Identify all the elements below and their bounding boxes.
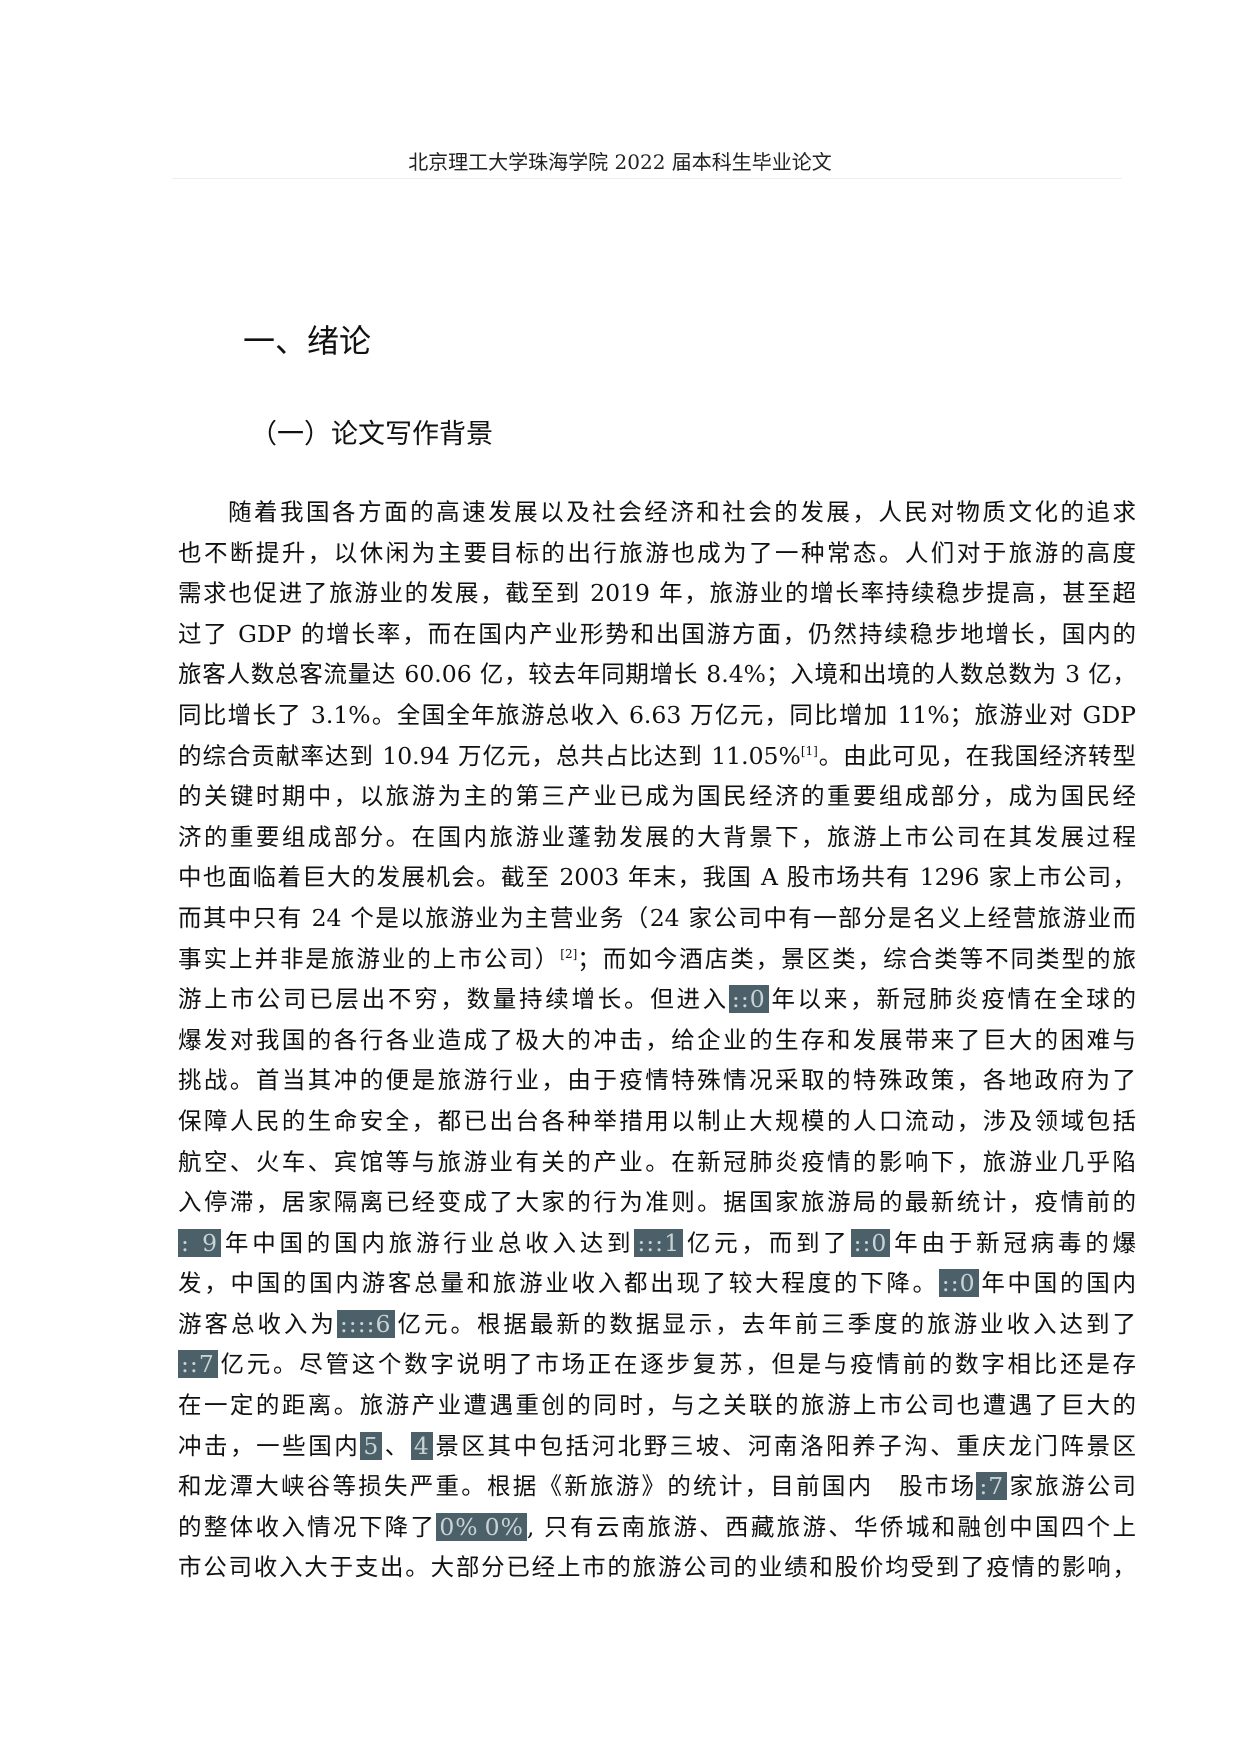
text-run: , 只有云南旅游、西藏旅游、华侨城和融创中国四个上 [526, 1512, 1137, 1541]
text-run: 旅客人数总客流量达 60.06 亿，较去年同期增长 8.4%；入境和出境的人数总… [178, 660, 1136, 689]
text-line: 游客总收入为::::6 亿元。根据最新的数据显示，去年前三季度的旅游业收入达到了 [178, 1304, 1136, 1345]
redacted-number: 4 [410, 1431, 433, 1460]
redacted-number: ::7 [178, 1350, 218, 1379]
text-run: 航空、火车、宾馆等与旅游业有关的产业。在新冠肺炎疫情的影响下，旅游业几乎陷 [178, 1147, 1136, 1176]
text-line: 的关键时期中，以旅游为主的第三产业已成为国民经济的重要组成部分，成为国民经 [178, 776, 1136, 817]
text-line: 和龙潭大峡谷等损失严重。根据《新旅游》的统计，目前国内 股市场:7 家旅游公司 [178, 1466, 1136, 1507]
text-line: 也不断提升，以休闲为主要目标的出行旅游也成为了一种常态。人们对于旅游的高度 [178, 533, 1136, 574]
text-run: 过了 GDP 的增长率，而在国内产业形势和出国游方面，仍然持续稳步地增长，国内的 [178, 619, 1136, 648]
text-run: 也不断提升，以休闲为主要目标的出行旅游也成为了一种常态。人们对于旅游的高度 [178, 538, 1136, 567]
redacted-number: :::1 [634, 1228, 684, 1257]
text-run: 亿元。根据最新的数据显示，去年前三季度的旅游业收入达到了 [394, 1309, 1137, 1338]
redacted-number: :7 [976, 1472, 1008, 1501]
text-run: 在一定的距离。旅游产业遭遇重创的同时，与之关联的旅游上市公司也遭遇了巨大的 [178, 1391, 1136, 1420]
text-run: 的关键时期中，以旅游为主的第三产业已成为国民经济的重要组成部分，成为国民经 [178, 782, 1136, 811]
text-run: 年中国的国内 [978, 1269, 1136, 1298]
text-run: 。由此可见，在我国经济转型 [817, 741, 1137, 770]
redacted-number: 0% [481, 1512, 527, 1541]
text-run: 冲击，一些国内 [178, 1431, 361, 1460]
body-paragraph: 随着我国各方面的高速发展以及社会经济和社会的发展，人民对物质文化的追求也不断提升… [178, 492, 1136, 1588]
text-run: 入停滞，居家隔离已经变成了大家的行为准则。据国家旅游局的最新统计，疫情前的 [178, 1188, 1136, 1217]
text-line: 冲击，一些国内 5、 4 景区其中包括河北野三坡、河南洛阳养子沟、重庆龙门阵景区 [178, 1426, 1136, 1467]
text-run: 同比增长了 3.1%。全国全年旅游总收入 6.63 万亿元，同比增加 11%；旅… [178, 700, 1136, 729]
redacted-number: ::0 [938, 1269, 979, 1298]
redacted-number: 0% [436, 1512, 482, 1541]
text-run: 的综合贡献率达到 10.94 万亿元，总共占比达到 11.05% [178, 741, 801, 770]
text-line: 挑战。首当其冲的便是旅游行业，由于疫情特殊情况采取的特殊政策，各地政府为了 [178, 1060, 1136, 1101]
text-line: 需求也促进了旅游业的发展，截至到 2019 年，旅游业的增长率持续稳步提高，甚至… [178, 573, 1136, 614]
text-line: 同比增长了 3.1%。全国全年旅游总收入 6.63 万亿元，同比增加 11%；旅… [178, 695, 1136, 736]
text-line: 航空、火车、宾馆等与旅游业有关的产业。在新冠肺炎疫情的影响下，旅游业几乎陷 [178, 1142, 1136, 1183]
text-line: 发，中国的国内游客总量和旅游业收入都出现了较大程度的下降。::0 年中国的国内 [178, 1263, 1136, 1304]
text-run: 市公司收入大于支出。大部分已经上市的旅游公司的业绩和股价均受到了疫情的影响， [178, 1553, 1136, 1582]
text-run: 事实上并非是旅游业的上市公司） [178, 944, 561, 973]
text-line: 旅客人数总客流量达 60.06 亿，较去年同期增长 8.4%；入境和出境的人数总… [178, 654, 1136, 695]
text-line: 市公司收入大于支出。大部分已经上市的旅游公司的业绩和股价均受到了疫情的影响， [178, 1547, 1136, 1588]
text-line: : 9 年中国的国内旅游行业总收入达到:::1 亿元，而到了::0 年由于新冠病毒的爆 [178, 1223, 1136, 1264]
text-run: 需求也促进了旅游业的发展，截至到 2019 年，旅游业的增长率持续稳步提高，甚至… [178, 579, 1136, 608]
redacted-number: 5 [360, 1431, 383, 1460]
citation-superscript: [2] [560, 946, 578, 961]
text-run: 中也面临着巨大的发展机会。截至 2003 年末，我国 A 股市场共有 1296 … [178, 863, 1136, 892]
text-run: 的整体收入情况下降了 [178, 1512, 437, 1541]
text-line: ::7 亿元。尽管这个数字说明了市场正在逐步复苏，但是与疫情前的数字相比还是存 [178, 1344, 1136, 1385]
chapter-heading: 一、绪论 [243, 322, 372, 360]
text-run: 而其中只有 24 个是以旅游业为主营业务（24 家公司中有一部分是名义上经营旅游… [178, 903, 1136, 932]
text-run: 家旅游公司 [1007, 1472, 1137, 1501]
redacted-number: ::0 [728, 985, 769, 1014]
redacted-number: ::0 [850, 1228, 891, 1257]
citation-superscript: [1] [800, 743, 818, 758]
text-line: 中也面临着巨大的发展机会。截至 2003 年末，我国 A 股市场共有 1296 … [178, 857, 1136, 898]
text-line: 保障人民的生命安全，都已出台各种举措用以制止大规模的人口流动，涉及领域包括 [178, 1101, 1136, 1142]
text-run: 年以来，新冠肺炎疫情在全球的 [768, 985, 1136, 1014]
text-run: 爆发对我国的各行各业造成了极大的冲击，给企业的生存和发展带来了巨大的困难与 [178, 1025, 1136, 1054]
text-line: 济的重要组成部分。在国内旅游业蓬勃发展的大背景下，旅游上市公司在其发展过程 [178, 817, 1136, 858]
text-run: 亿元，而到了 [683, 1228, 851, 1257]
text-line: 而其中只有 24 个是以旅游业为主营业务（24 家公司中有一部分是名义上经营旅游… [178, 898, 1136, 939]
text-run: 保障人民的生命安全，都已出台各种举措用以制止大规模的人口流动，涉及领域包括 [178, 1106, 1136, 1135]
text-run: 济的重要组成部分。在国内旅游业蓬勃发展的大背景下，旅游上市公司在其发展过程 [178, 822, 1136, 851]
text-run: ；而如今酒店类，景区类，综合类等不同类型的旅 [577, 944, 1137, 973]
text-run: 游客总收入为 [178, 1309, 337, 1338]
section-heading: （一）论文写作背景 [250, 419, 493, 450]
text-line: 在一定的距离。旅游产业遭遇重创的同时，与之关联的旅游上市公司也遭遇了巨大的 [178, 1385, 1136, 1426]
text-run: 年中国的国内旅游行业总收入达到 [221, 1228, 635, 1257]
text-line: 随着我国各方面的高速发展以及社会经济和社会的发展，人民对物质文化的追求 [178, 492, 1136, 533]
text-run: 、 [382, 1431, 411, 1460]
text-line: 事实上并非是旅游业的上市公司）[2]；而如今酒店类，景区类，综合类等不同类型的旅 [178, 939, 1136, 980]
text-run: 游上市公司已层出不穷，数量持续增长。但进入 [178, 985, 729, 1014]
redacted-number: ::::6 [336, 1309, 395, 1338]
text-line: 的综合贡献率达到 10.94 万亿元，总共占比达到 11.05%[1]。由此可见… [178, 736, 1136, 777]
text-run: 随着我国各方面的高速发展以及社会经济和社会的发展，人民对物质文化的追求 [228, 498, 1136, 526]
text-run: 和龙潭大峡谷等损失严重。根据《新旅游》的统计，目前国内 股市场 [178, 1472, 977, 1501]
text-run: 景区其中包括河北野三坡、河南洛阳养子沟、重庆龙门阵景区 [432, 1431, 1137, 1460]
text-run: 年由于新冠病毒的爆 [890, 1228, 1137, 1257]
text-line: 爆发对我国的各行各业造成了极大的冲击，给企业的生存和发展带来了巨大的困难与 [178, 1020, 1136, 1061]
text-line: 入停滞，居家隔离已经变成了大家的行为准则。据国家旅游局的最新统计，疫情前的 [178, 1182, 1136, 1223]
text-run: 挑战。首当其冲的便是旅游行业，由于疫情特殊情况采取的特殊政策，各地政府为了 [178, 1066, 1136, 1095]
text-line: 游上市公司已层出不穷，数量持续增长。但进入::0 年以来，新冠肺炎疫情在全球的 [178, 979, 1136, 1020]
redacted-number: : 9 [178, 1228, 222, 1257]
text-run: 发，中国的国内游客总量和旅游业收入都出现了较大程度的下降。 [178, 1269, 939, 1298]
header-divider [172, 178, 1122, 179]
text-line: 的整体收入情况下降了 0% 0%, 只有云南旅游、西藏旅游、华侨城和融创中国四个上 [178, 1507, 1136, 1548]
text-line: 过了 GDP 的增长率，而在国内产业形势和出国游方面，仍然持续稳步地增长，国内的 [178, 614, 1136, 655]
page-header: 北京理工大学珠海学院 2022 届本科生毕业论文 [408, 150, 832, 174]
text-run: 亿元。尽管这个数字说明了市场正在逐步复苏，但是与疫情前的数字相比还是存 [217, 1350, 1136, 1379]
